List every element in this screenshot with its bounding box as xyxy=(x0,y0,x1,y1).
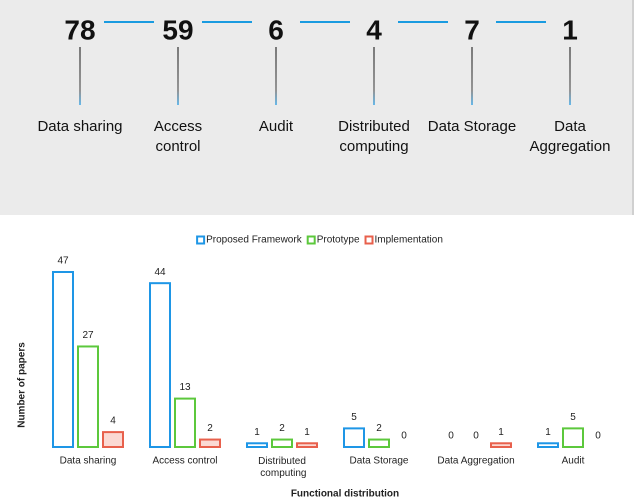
summary-label: Audit xyxy=(259,118,294,135)
x-tick-line: computing xyxy=(258,468,307,479)
bar xyxy=(102,431,124,449)
bar xyxy=(199,438,221,449)
data-label: 47 xyxy=(57,256,69,267)
data-label: 5 xyxy=(351,412,357,423)
y-axis-label: Number of papers xyxy=(17,342,28,428)
data-label: 0 xyxy=(473,431,479,442)
data-label: 2 xyxy=(376,423,382,434)
x-tick-label: Data Storage xyxy=(350,456,409,467)
bar xyxy=(174,397,196,448)
data-label: 1 xyxy=(304,427,310,438)
x-tick-label: Distributed computing xyxy=(258,456,307,479)
legend-label: Proposed Framework xyxy=(206,235,303,246)
bar xyxy=(271,438,293,449)
bar xyxy=(149,282,171,449)
bar xyxy=(562,427,584,448)
summary-stem xyxy=(275,47,277,105)
summary-panel xyxy=(0,0,633,215)
data-label: 44 xyxy=(154,267,166,278)
bar xyxy=(246,442,268,448)
summary-label: computing xyxy=(339,138,408,155)
summary-value: 6 xyxy=(268,14,284,45)
x-tick-label: Access control xyxy=(152,456,217,467)
summary-stem xyxy=(177,47,179,105)
data-label: 2 xyxy=(279,423,285,434)
summary-label: Distributed xyxy=(338,118,410,135)
legend-label: Prototype xyxy=(317,235,360,246)
legend-swatch xyxy=(196,235,206,245)
summary-stem xyxy=(79,47,81,105)
data-label: 1 xyxy=(254,427,260,438)
data-label: 4 xyxy=(110,416,116,427)
summary-value: 7 xyxy=(464,14,480,45)
legend-label: Implementation xyxy=(375,235,443,246)
x-axis-label: Functional distribution xyxy=(291,489,399,500)
data-label: 13 xyxy=(179,382,191,393)
bar xyxy=(490,442,512,448)
bar xyxy=(77,345,99,448)
data-label: 27 xyxy=(82,330,94,341)
summary-label: Data Storage xyxy=(428,118,516,135)
summary-value: 1 xyxy=(562,14,578,45)
bar xyxy=(537,442,559,448)
summary-label: control xyxy=(155,138,200,155)
summary-stem xyxy=(373,47,375,105)
data-label: 0 xyxy=(595,431,601,442)
x-tick-label: Data Aggregation xyxy=(437,456,514,467)
summary-label: Aggregation xyxy=(530,138,611,155)
x-tick-label: Audit xyxy=(562,456,585,467)
legend-swatch xyxy=(306,235,316,245)
summary-stem xyxy=(471,47,473,105)
x-tick-line: Distributed xyxy=(258,456,306,467)
data-label: 0 xyxy=(401,431,407,442)
summary-label: Data xyxy=(554,118,586,135)
summary-stem xyxy=(569,47,571,105)
x-tick-label: Data sharing xyxy=(60,456,117,467)
data-label: 5 xyxy=(570,412,576,423)
bar xyxy=(52,271,74,448)
bar xyxy=(343,427,365,448)
legend-swatch xyxy=(364,235,374,245)
summary-label: Data sharing xyxy=(37,118,122,135)
data-label: 2 xyxy=(207,423,213,434)
summary-label: Access xyxy=(154,118,202,135)
summary-value: 59 xyxy=(162,14,193,45)
bar xyxy=(296,442,318,448)
summary-value: 4 xyxy=(366,14,382,45)
data-label: 1 xyxy=(545,427,551,438)
data-label: 0 xyxy=(448,431,454,442)
legend: Proposed Framework Prototype Implementatio… xyxy=(196,235,443,246)
summary-value: 78 xyxy=(64,14,95,45)
bar xyxy=(368,438,390,449)
data-label: 1 xyxy=(498,427,504,438)
